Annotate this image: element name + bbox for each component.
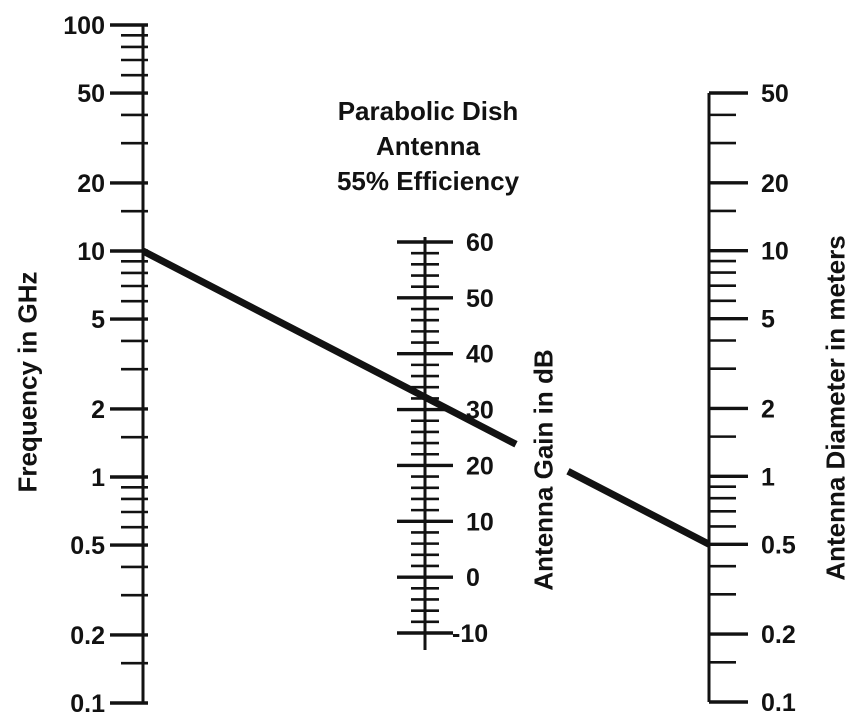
- gain-tick-label: 20: [466, 452, 494, 480]
- example-isopleth-segment: [566, 468, 711, 548]
- gain-axis-label: Antenna Gain in dB: [528, 349, 559, 591]
- frequency-tick-label: 50: [77, 80, 105, 108]
- gain-tick-label: 50: [466, 285, 494, 313]
- frequency-tick-label: 2: [91, 396, 105, 424]
- frequency-tick-label: 1: [91, 464, 105, 492]
- diameter-tick-label: 1: [761, 463, 775, 491]
- gain-tick-label: 60: [466, 229, 494, 257]
- gain-tick-label: 40: [466, 341, 494, 369]
- diameter-tick-label: 10: [761, 238, 789, 266]
- example-isopleth-segment: [141, 247, 518, 448]
- chart-title-line-2: Antenna: [376, 131, 480, 161]
- chart-title-line-1: Parabolic Dish: [337, 96, 519, 126]
- frequency-tick-label: 0.2: [70, 622, 105, 650]
- gain-tick-label: 0: [466, 564, 480, 592]
- chart-title-line-3: 55% Efficiency: [336, 166, 520, 196]
- frequency-tick-label: 5: [91, 306, 105, 334]
- gain-tick-label: 10: [466, 508, 494, 536]
- frequency-tick-label: 20: [77, 170, 105, 198]
- diameter-tick-label: 5: [761, 306, 775, 334]
- diameter-tick-label: 0.1: [761, 689, 796, 717]
- diameter-tick-label: 0.5: [761, 531, 796, 559]
- frequency-tick-label: 0.1: [70, 690, 105, 718]
- diameter-tick-label: 0.2: [761, 621, 796, 649]
- frequency-tick-label: 10: [77, 238, 105, 266]
- frequency-tick-label: 100: [63, 12, 105, 40]
- chart-title: Parabolic Dish Antenna 55% Efficiency: [337, 94, 519, 199]
- diameter-tick-label: 20: [761, 170, 789, 198]
- gain-tick-label: -10: [452, 620, 488, 648]
- diameter-tick-label: 50: [761, 80, 789, 108]
- diameter-tick-label: 2: [761, 395, 775, 423]
- frequency-axis-label: Frequency in GHz: [12, 271, 43, 493]
- diameter-axis-label: Antenna Diameter in meters: [820, 235, 851, 581]
- frequency-tick-label: 0.5: [70, 532, 105, 560]
